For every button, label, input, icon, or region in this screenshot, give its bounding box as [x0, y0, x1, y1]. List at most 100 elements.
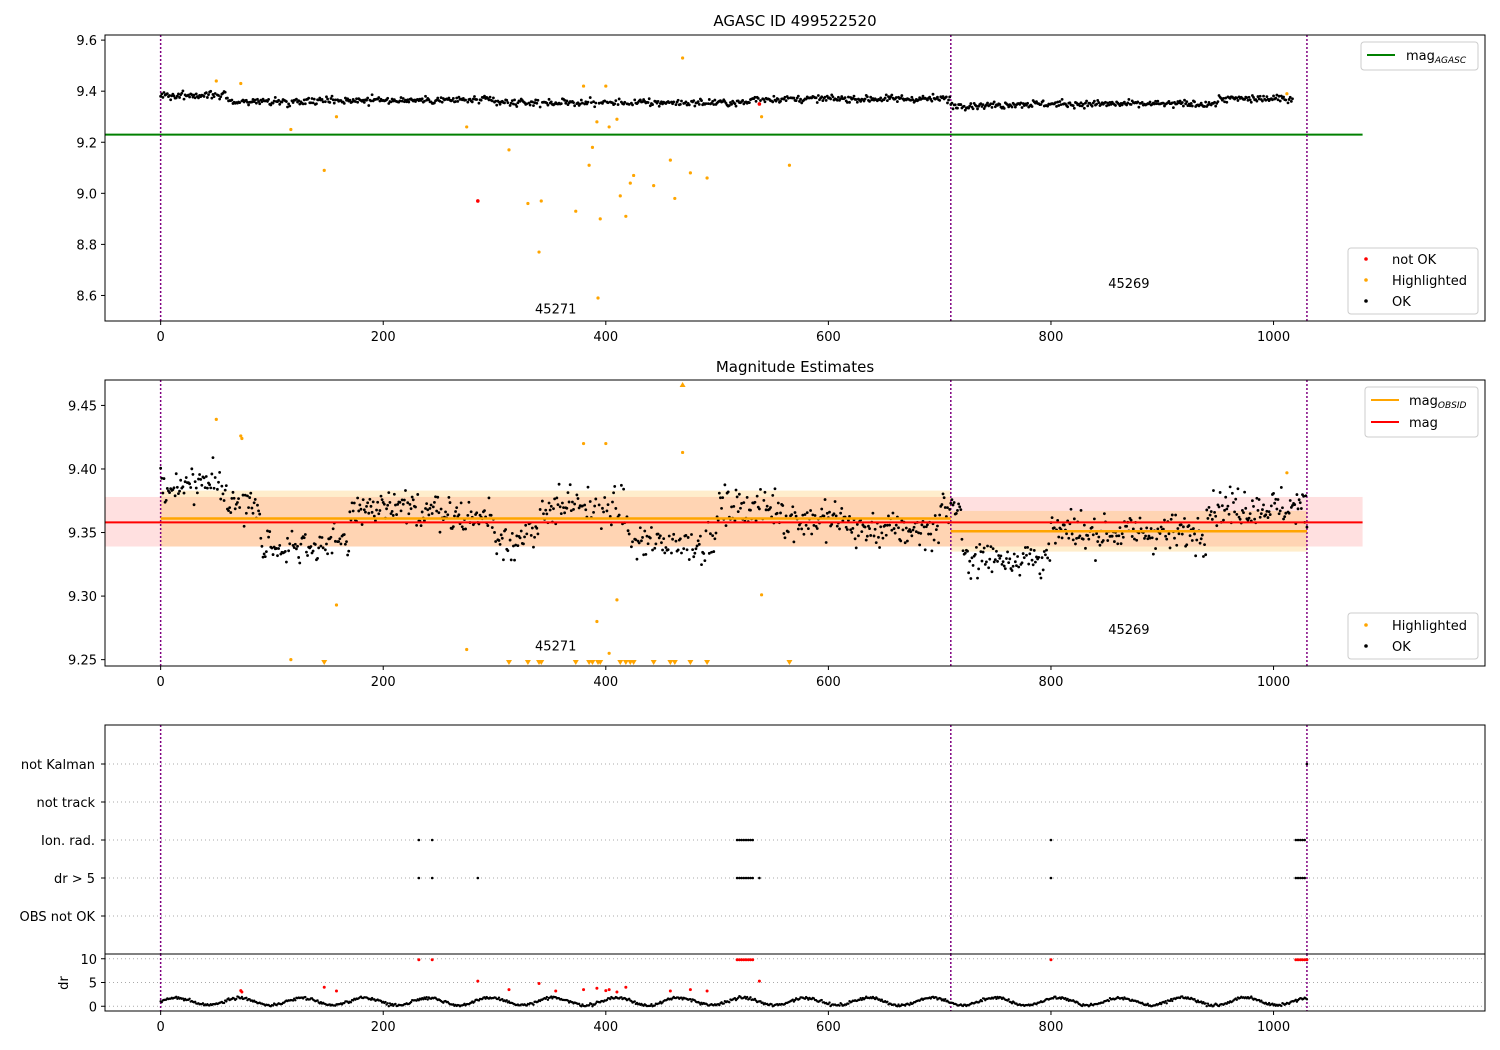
below-range-marker	[667, 660, 674, 665]
ok-point	[172, 486, 176, 490]
ok-point	[906, 539, 909, 543]
ok-point	[796, 527, 800, 531]
ok-point	[854, 98, 858, 101]
ok-point	[243, 493, 247, 497]
ok-point	[1249, 100, 1253, 104]
not-ok-point	[476, 199, 480, 203]
ok-point	[1125, 103, 1129, 107]
dr-ylabel: dr	[57, 976, 72, 990]
ok-point	[1295, 493, 1299, 496]
highlighted-point	[673, 196, 677, 201]
ok-point	[643, 529, 647, 533]
ok-point	[1277, 512, 1281, 516]
ok-point	[1151, 552, 1155, 556]
y-tick-label: 9.25	[68, 654, 97, 669]
ok-point	[1293, 503, 1297, 506]
highlighted-point	[688, 171, 692, 175]
highlighted-point	[581, 441, 586, 446]
ok-point	[169, 98, 173, 102]
ok-point	[420, 510, 424, 514]
ok-point	[908, 528, 912, 531]
ok-point	[1206, 517, 1210, 520]
ok-point	[1296, 507, 1300, 511]
ok-point	[1262, 503, 1265, 507]
ok-point	[911, 528, 915, 532]
dr-point	[175, 995, 178, 999]
ok-point	[976, 576, 979, 580]
ok-point	[800, 527, 804, 531]
ok-point	[1243, 97, 1247, 101]
ok-point	[356, 100, 360, 104]
legend-box	[1360, 41, 1479, 71]
ok-point	[1078, 104, 1082, 108]
dr-point	[820, 998, 823, 1002]
ok-point	[513, 558, 516, 562]
ok-point	[611, 500, 614, 504]
ok-point	[1159, 525, 1163, 529]
ok-point	[1274, 96, 1278, 100]
ok-point	[538, 508, 542, 511]
dr-point	[425, 995, 428, 999]
ok-point	[217, 94, 220, 97]
ok-point	[996, 560, 999, 563]
ok-point	[268, 530, 272, 533]
dr-point	[1204, 1002, 1207, 1005]
ok-point	[438, 99, 442, 103]
flag-point	[1049, 876, 1053, 880]
dr-point	[722, 1002, 725, 1005]
ok-point	[1057, 535, 1061, 539]
ok-point	[410, 495, 414, 499]
ok-point	[290, 529, 294, 533]
ok-point	[953, 103, 957, 107]
ok-point	[565, 99, 569, 103]
ok-point	[350, 100, 354, 104]
flag-point	[1303, 838, 1307, 842]
ok-point	[430, 512, 434, 515]
ok-point	[1252, 96, 1255, 99]
ok-point	[676, 548, 680, 552]
ok-point	[692, 555, 696, 559]
ok-point	[522, 542, 525, 546]
ok-point	[1177, 532, 1181, 536]
ok-point	[362, 100, 366, 104]
ok-point	[326, 97, 329, 101]
ok-point	[528, 103, 532, 107]
ok-point	[1120, 532, 1124, 536]
x-tick-label: 1000	[1257, 1020, 1290, 1035]
highlighted-point	[574, 209, 578, 213]
ok-point	[726, 490, 730, 494]
ok-point	[325, 95, 328, 99]
ok-point	[814, 96, 818, 100]
ok-point	[401, 502, 405, 506]
ok-point	[333, 98, 337, 102]
ok-point	[661, 548, 664, 552]
ok-point	[287, 549, 291, 553]
ok-point	[1282, 517, 1285, 521]
ok-point	[723, 483, 727, 487]
flag-category-label: not Kalman	[21, 758, 95, 773]
ok-point	[617, 513, 621, 517]
ok-point	[252, 501, 256, 505]
ok-point	[253, 498, 257, 501]
obsid-label: 45271	[535, 302, 576, 317]
ok-point	[174, 472, 178, 476]
x-tick-label: 600	[816, 675, 841, 690]
ok-point	[969, 577, 973, 580]
ok-point	[646, 542, 650, 546]
ok-point	[730, 505, 733, 509]
ok-point	[1113, 540, 1116, 543]
ok-point	[839, 511, 843, 515]
ok-point	[1257, 97, 1261, 101]
x-tick-label: 0	[157, 330, 165, 345]
dr-point	[858, 998, 861, 1002]
ok-point	[1040, 556, 1044, 560]
ok-point	[1102, 512, 1106, 516]
ok-point	[1097, 101, 1101, 104]
highlighted-point	[595, 120, 599, 124]
ok-point	[691, 548, 695, 552]
ok-point	[451, 96, 455, 100]
ok-point	[323, 100, 327, 104]
ok-point	[986, 101, 989, 105]
ok-point	[439, 96, 443, 100]
